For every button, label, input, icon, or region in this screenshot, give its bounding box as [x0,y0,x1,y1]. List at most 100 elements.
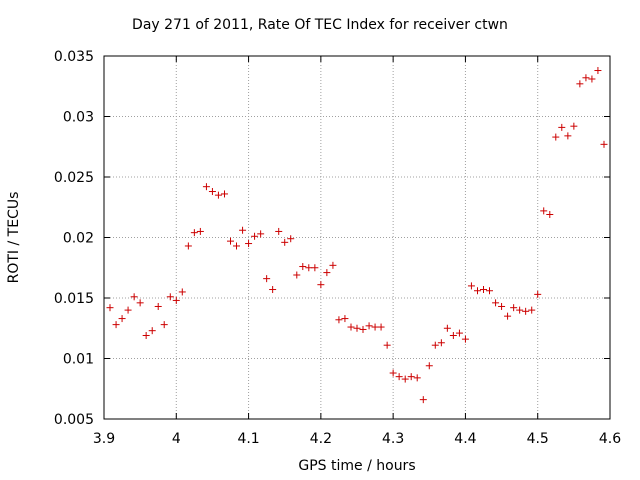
x-tick-label: 4 [172,431,181,447]
data-point [492,299,500,307]
data-point [299,263,307,271]
y-tick-label: 0.035 [54,49,94,65]
data-point [540,207,548,215]
data-point [166,293,174,301]
x-axis-label: GPS time / hours [298,458,415,474]
data-point [190,229,198,237]
data-point [371,323,379,331]
data-point [341,315,349,323]
data-point [437,339,445,347]
x-tick-labels: 3.9 4 4.1 4.2 4.3 4.4 4.5 4.6 [93,431,621,447]
data-point [184,242,192,250]
data-point [317,281,325,289]
x-tick-label: 3.9 [93,431,115,447]
data-point [377,323,385,331]
y-tick-label: 0.005 [54,412,94,428]
data-point [449,332,457,340]
data-point [335,316,343,324]
y-tick-label: 0.03 [63,110,94,126]
data-point [522,307,530,315]
data-point [588,75,596,83]
data-point [227,237,234,245]
data-point [263,275,271,283]
data-point [275,227,283,235]
data-point [504,312,512,320]
data-point [112,321,120,329]
data-point [305,264,313,272]
data-point [214,191,222,199]
data-point [347,323,355,331]
chart-title: Day 271 of 2011, Rate Of TEC Index for r… [132,17,508,33]
data-point [558,123,566,131]
data-point [570,122,578,130]
data-point [383,341,391,349]
x-tick-label: 4.3 [382,431,404,447]
data-point [401,375,409,383]
data-point [287,235,295,243]
data-point [425,362,433,370]
data-point [419,396,427,404]
data-point [455,329,463,337]
data-point [245,240,253,248]
x-tick-label: 4.5 [527,431,549,447]
data-points [106,67,608,404]
data-point [106,304,114,312]
y-tick-label: 0.025 [54,170,94,186]
data-point [202,183,210,191]
data-point [293,271,301,279]
y-tick-labels: 0.005 0.01 0.015 0.02 0.025 0.03 0.035 [54,49,94,428]
data-point [461,335,469,343]
x-tick-label: 4.2 [310,431,332,447]
data-point [142,332,150,340]
data-point [594,67,602,75]
data-point [172,296,180,304]
data-point [359,325,367,333]
data-point [208,188,216,196]
data-point [485,287,493,295]
y-tick-label: 0.015 [54,291,94,307]
data-point [528,306,536,314]
data-point [160,321,168,329]
data-point [118,315,126,323]
data-point [148,327,156,335]
data-point [329,261,337,269]
data-point [389,369,397,377]
data-point [564,132,572,140]
data-point [546,211,554,219]
data-point [365,322,373,330]
data-point [353,324,361,332]
data-point [516,306,524,314]
data-point [510,304,518,312]
data-point [576,80,584,88]
data-point [474,287,482,295]
data-point [311,264,319,272]
data-point [251,232,259,240]
data-point [124,306,132,314]
data-point [552,133,560,141]
data-point [413,374,421,382]
data-point [431,341,439,349]
data-point [498,302,506,310]
data-point [269,286,277,294]
data-point [582,74,590,82]
x-tick-label: 4.6 [599,431,621,447]
data-point [239,226,247,234]
grid-lines [104,56,610,419]
data-point [407,373,415,381]
data-point [232,242,240,250]
data-point [480,286,487,294]
axis-ticks [103,55,611,420]
data-point [600,140,608,148]
data-point [534,290,542,298]
y-axis-label: ROTI / TECUs [6,192,22,284]
x-tick-label: 4.1 [237,431,259,447]
y-tick-label: 0.01 [63,352,94,368]
data-point [196,227,204,235]
data-point [154,302,162,310]
data-point [323,269,331,277]
data-point [178,288,186,296]
data-point [136,299,144,307]
data-point [130,293,138,301]
data-point [257,230,265,238]
